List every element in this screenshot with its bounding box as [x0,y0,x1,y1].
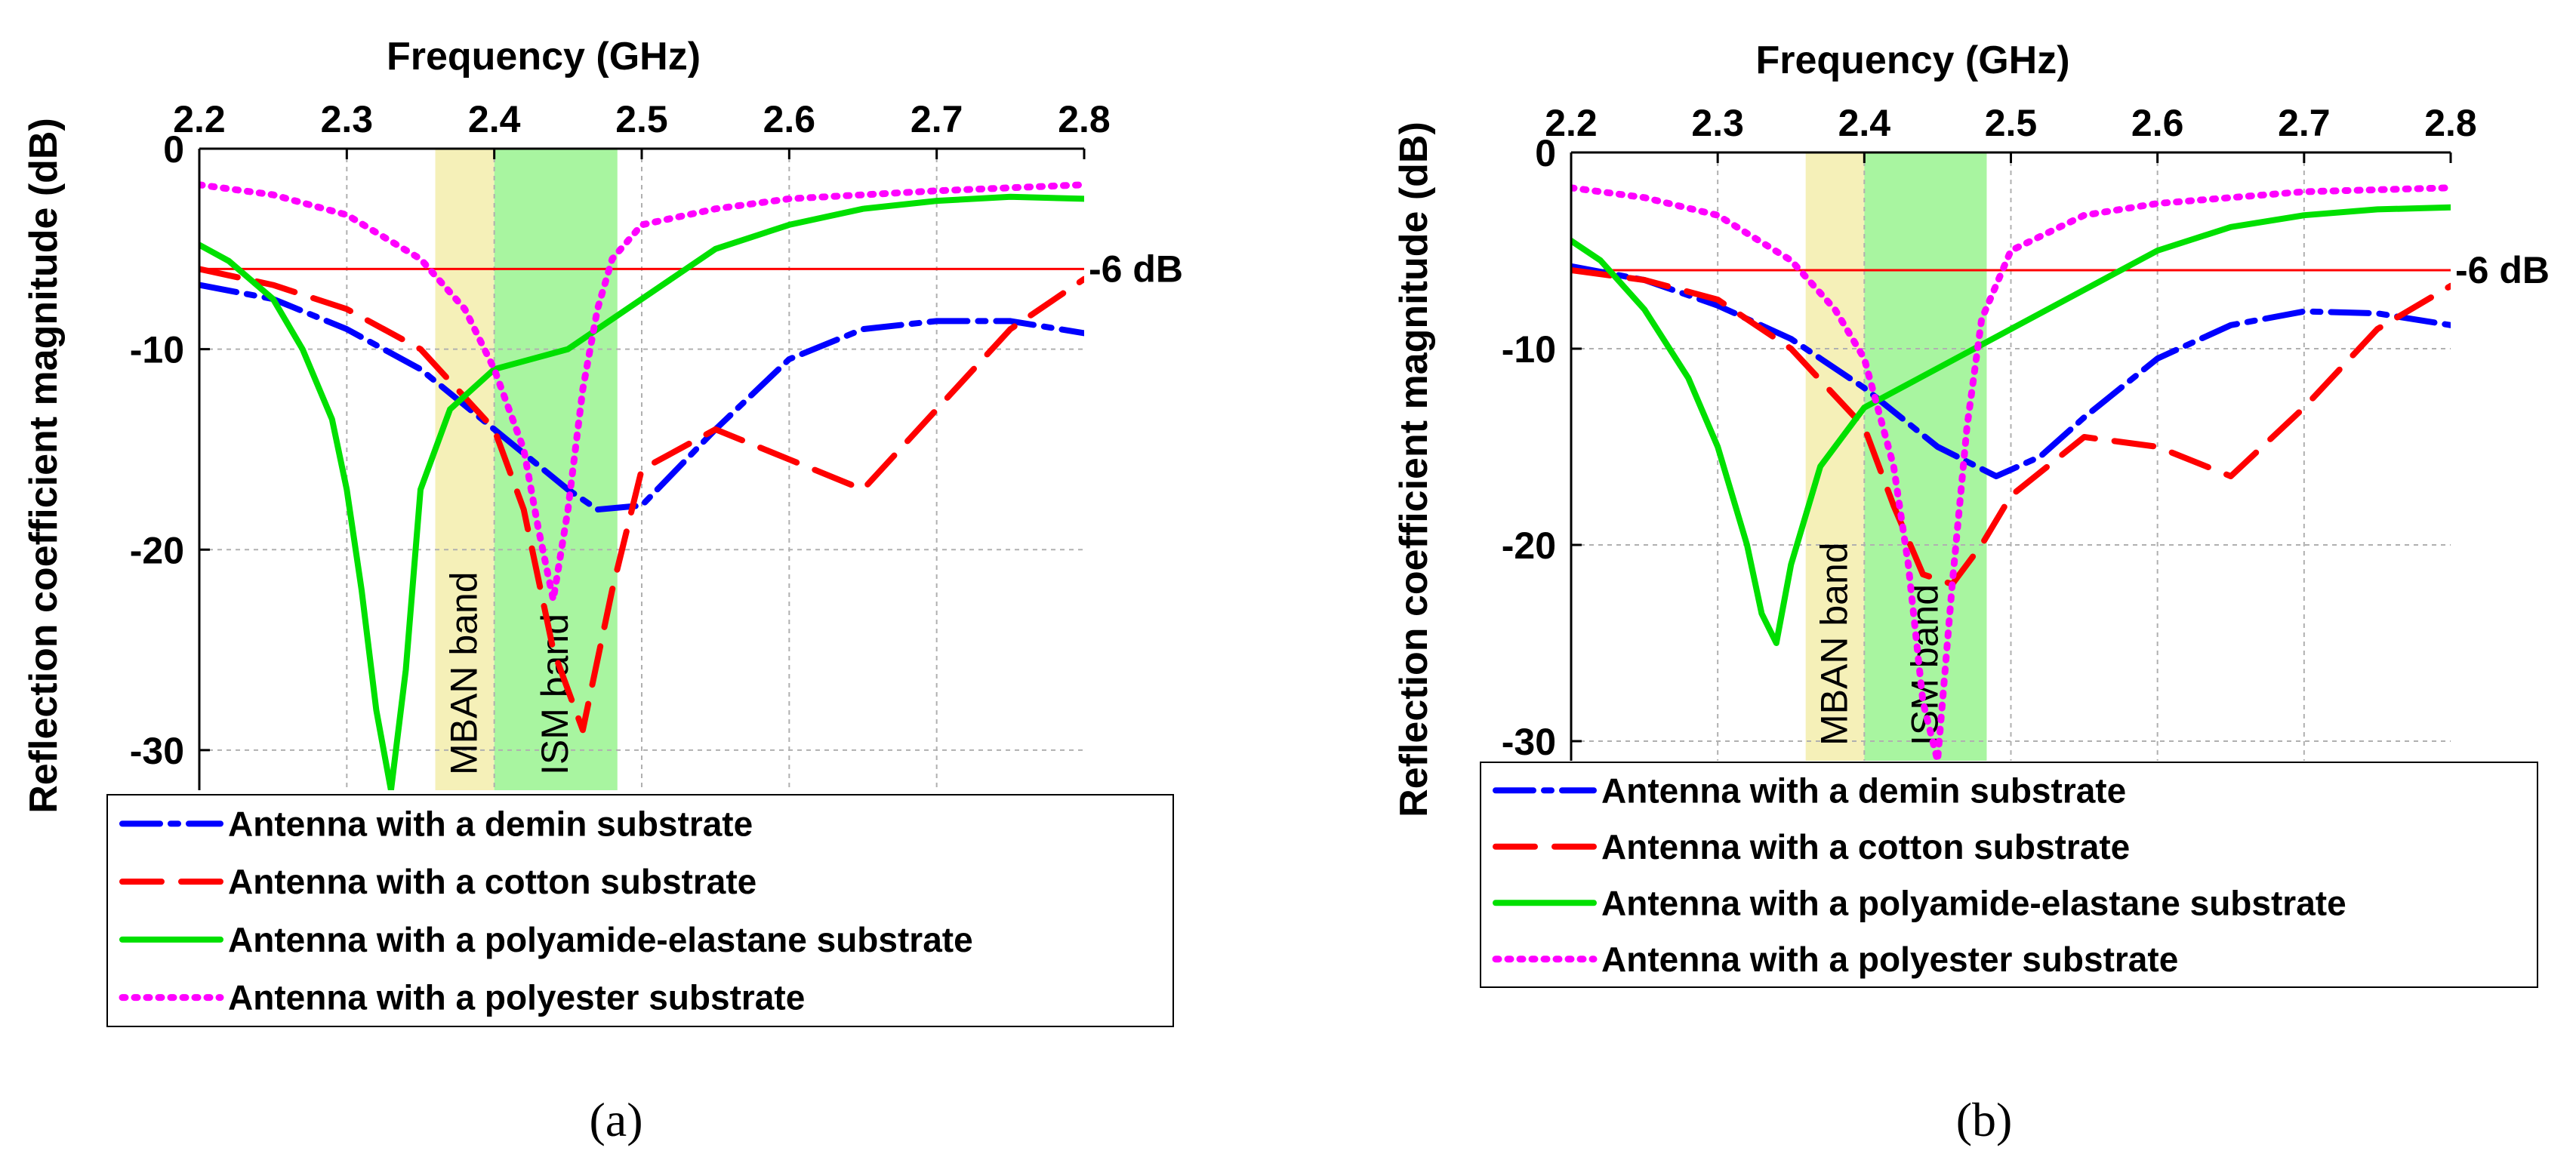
mban-band-label: MBAN band [1813,542,1856,746]
y-tick-label: -10 [1502,328,1556,371]
y-tick-label: -10 [130,329,184,371]
series-cotton-line [199,266,1084,734]
x-tick-label: 2.3 [321,98,374,140]
legend-entry-demin-label: Antenna with a demin substrate [1601,771,2126,810]
legend-entry-demin-label: Antenna with a demin substrate [228,804,753,843]
x-tick-label: 2.2 [173,98,226,140]
x-tick-label: 2.5 [615,98,668,140]
series-demin-line [1571,263,2451,479]
legend-box [106,794,1174,1027]
series-cotton-line [1571,267,2451,587]
y-tick-label: 0 [1535,132,1556,174]
x-tick-label: 2.6 [763,98,816,140]
x-tick-label: 2.7 [2278,102,2331,144]
y-tick-label: -30 [1502,721,1556,763]
panel-caption-a: (a) [589,1093,642,1146]
mban-band-region [435,149,495,790]
y-tick-label: -20 [130,529,184,571]
legend-entry-polyamide-elastane-label: Antenna with a polyamide-elastane substr… [1601,883,2346,922]
legend-entry-polyester-label: Antenna with a polyester substrate [228,978,805,1017]
x-tick-label: 2.8 [2424,102,2477,144]
series-polyester-line [1571,184,2451,761]
series-polyester-line [199,181,1084,604]
x-tick-label: 2.6 [2131,102,2184,144]
x-tick-label: 2.3 [1691,102,1744,144]
x-axis-title: Frequency (GHz) [387,35,701,78]
x-tick-label: 2.5 [1985,102,2038,144]
series-demin-line [199,282,1084,513]
ism-band-region [494,149,618,790]
legend-entry-cotton-label: Antenna with a cotton substrate [1601,827,2130,866]
y-axis-title: Reflection coefficient magnitude (dB) [1392,122,1436,817]
legend-entry-polyamide-elastane-label: Antenna with a polyamide-elastane substr… [228,920,973,959]
x-tick-label: 2.2 [1545,102,1598,144]
mban-band-label: MBAN band [443,571,485,775]
legend-box [1480,762,2538,988]
x-axis-title: Frequency (GHz) [1755,38,2069,82]
series-polyamide-elastane-line [1571,204,2451,646]
x-tick-label: 2.8 [1058,98,1111,140]
reference-line-label: -6 dB [1089,248,1183,290]
y-tick-label: -30 [130,730,184,772]
reference-line-label: -6 dB [2455,249,2550,291]
mban-band-region [1805,152,1865,761]
x-tick-label: 2.4 [468,98,521,140]
chart-panel-a: MBAN band ISM band-6 dB2.2 2.3 2.4 2.5 2.6 2.7… [22,35,1183,1146]
chart-panel-b: MBAN band ISM band-6 dB2.2 2.3 2.4 2.5 2.6 2.7… [1392,38,2550,1146]
legend-entry-cotton-label: Antenna with a cotton substrate [228,862,756,901]
x-tick-label: 2.4 [1838,102,1891,144]
y-tick-label: -20 [1502,525,1556,567]
series-polyamide-elastane-line [199,193,1084,790]
legend-entry-polyester-label: Antenna with a polyester substrate [1601,940,2178,979]
y-axis-title: Reflection coefficient magnitude (dB) [22,118,66,814]
x-tick-label: 2.7 [911,98,963,140]
y-tick-label: 0 [163,128,184,171]
panel-caption-b: (b) [1956,1093,2013,1146]
